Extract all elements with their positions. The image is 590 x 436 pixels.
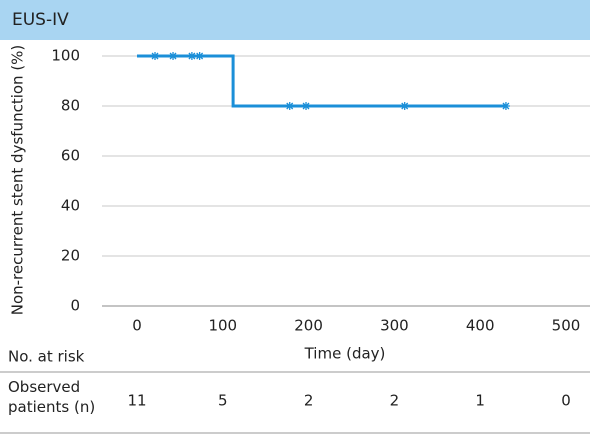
y-tick-label: 80 <box>61 97 80 115</box>
censor-mark <box>400 102 409 110</box>
censor-mark <box>169 52 178 60</box>
censor-mark <box>501 102 510 110</box>
km-curve <box>137 54 506 108</box>
x-axis-label: Time (day) <box>304 345 386 363</box>
y-tick-label: 0 <box>70 297 80 315</box>
x-tick-label: 400 <box>466 317 495 335</box>
risk-count: 5 <box>218 392 228 410</box>
x-tick-label: 300 <box>380 317 409 335</box>
y-tick-label: 60 <box>61 147 80 165</box>
risk-count: 2 <box>390 392 400 410</box>
risk-count: 2 <box>304 392 314 410</box>
censor-mark <box>302 102 311 110</box>
y-tick-label: 40 <box>61 197 80 215</box>
risk-count: 11 <box>127 392 146 410</box>
x-tick-label: 0 <box>132 317 142 335</box>
x-tick-label: 500 <box>552 317 581 335</box>
y-tick-label: 100 <box>51 47 80 65</box>
x-tick-label: 200 <box>294 317 323 335</box>
risk-count: 1 <box>475 392 485 410</box>
censor-mark <box>151 52 160 60</box>
risk-title: No. at risk <box>8 348 85 366</box>
header: EUS-IV <box>0 0 590 40</box>
risk-row-label: Observed patients (n) <box>8 378 96 416</box>
risk-count: 0 <box>561 392 571 410</box>
y-tick-label: 20 <box>61 247 80 265</box>
censor-mark <box>285 102 294 110</box>
censor-mark <box>187 52 196 60</box>
x-tick-label: 100 <box>208 317 237 335</box>
censor-mark <box>195 52 204 60</box>
header-title: EUS-IV <box>12 10 69 30</box>
y-axis-label: Non-recurrent stent dysfunction (%) <box>9 45 27 316</box>
